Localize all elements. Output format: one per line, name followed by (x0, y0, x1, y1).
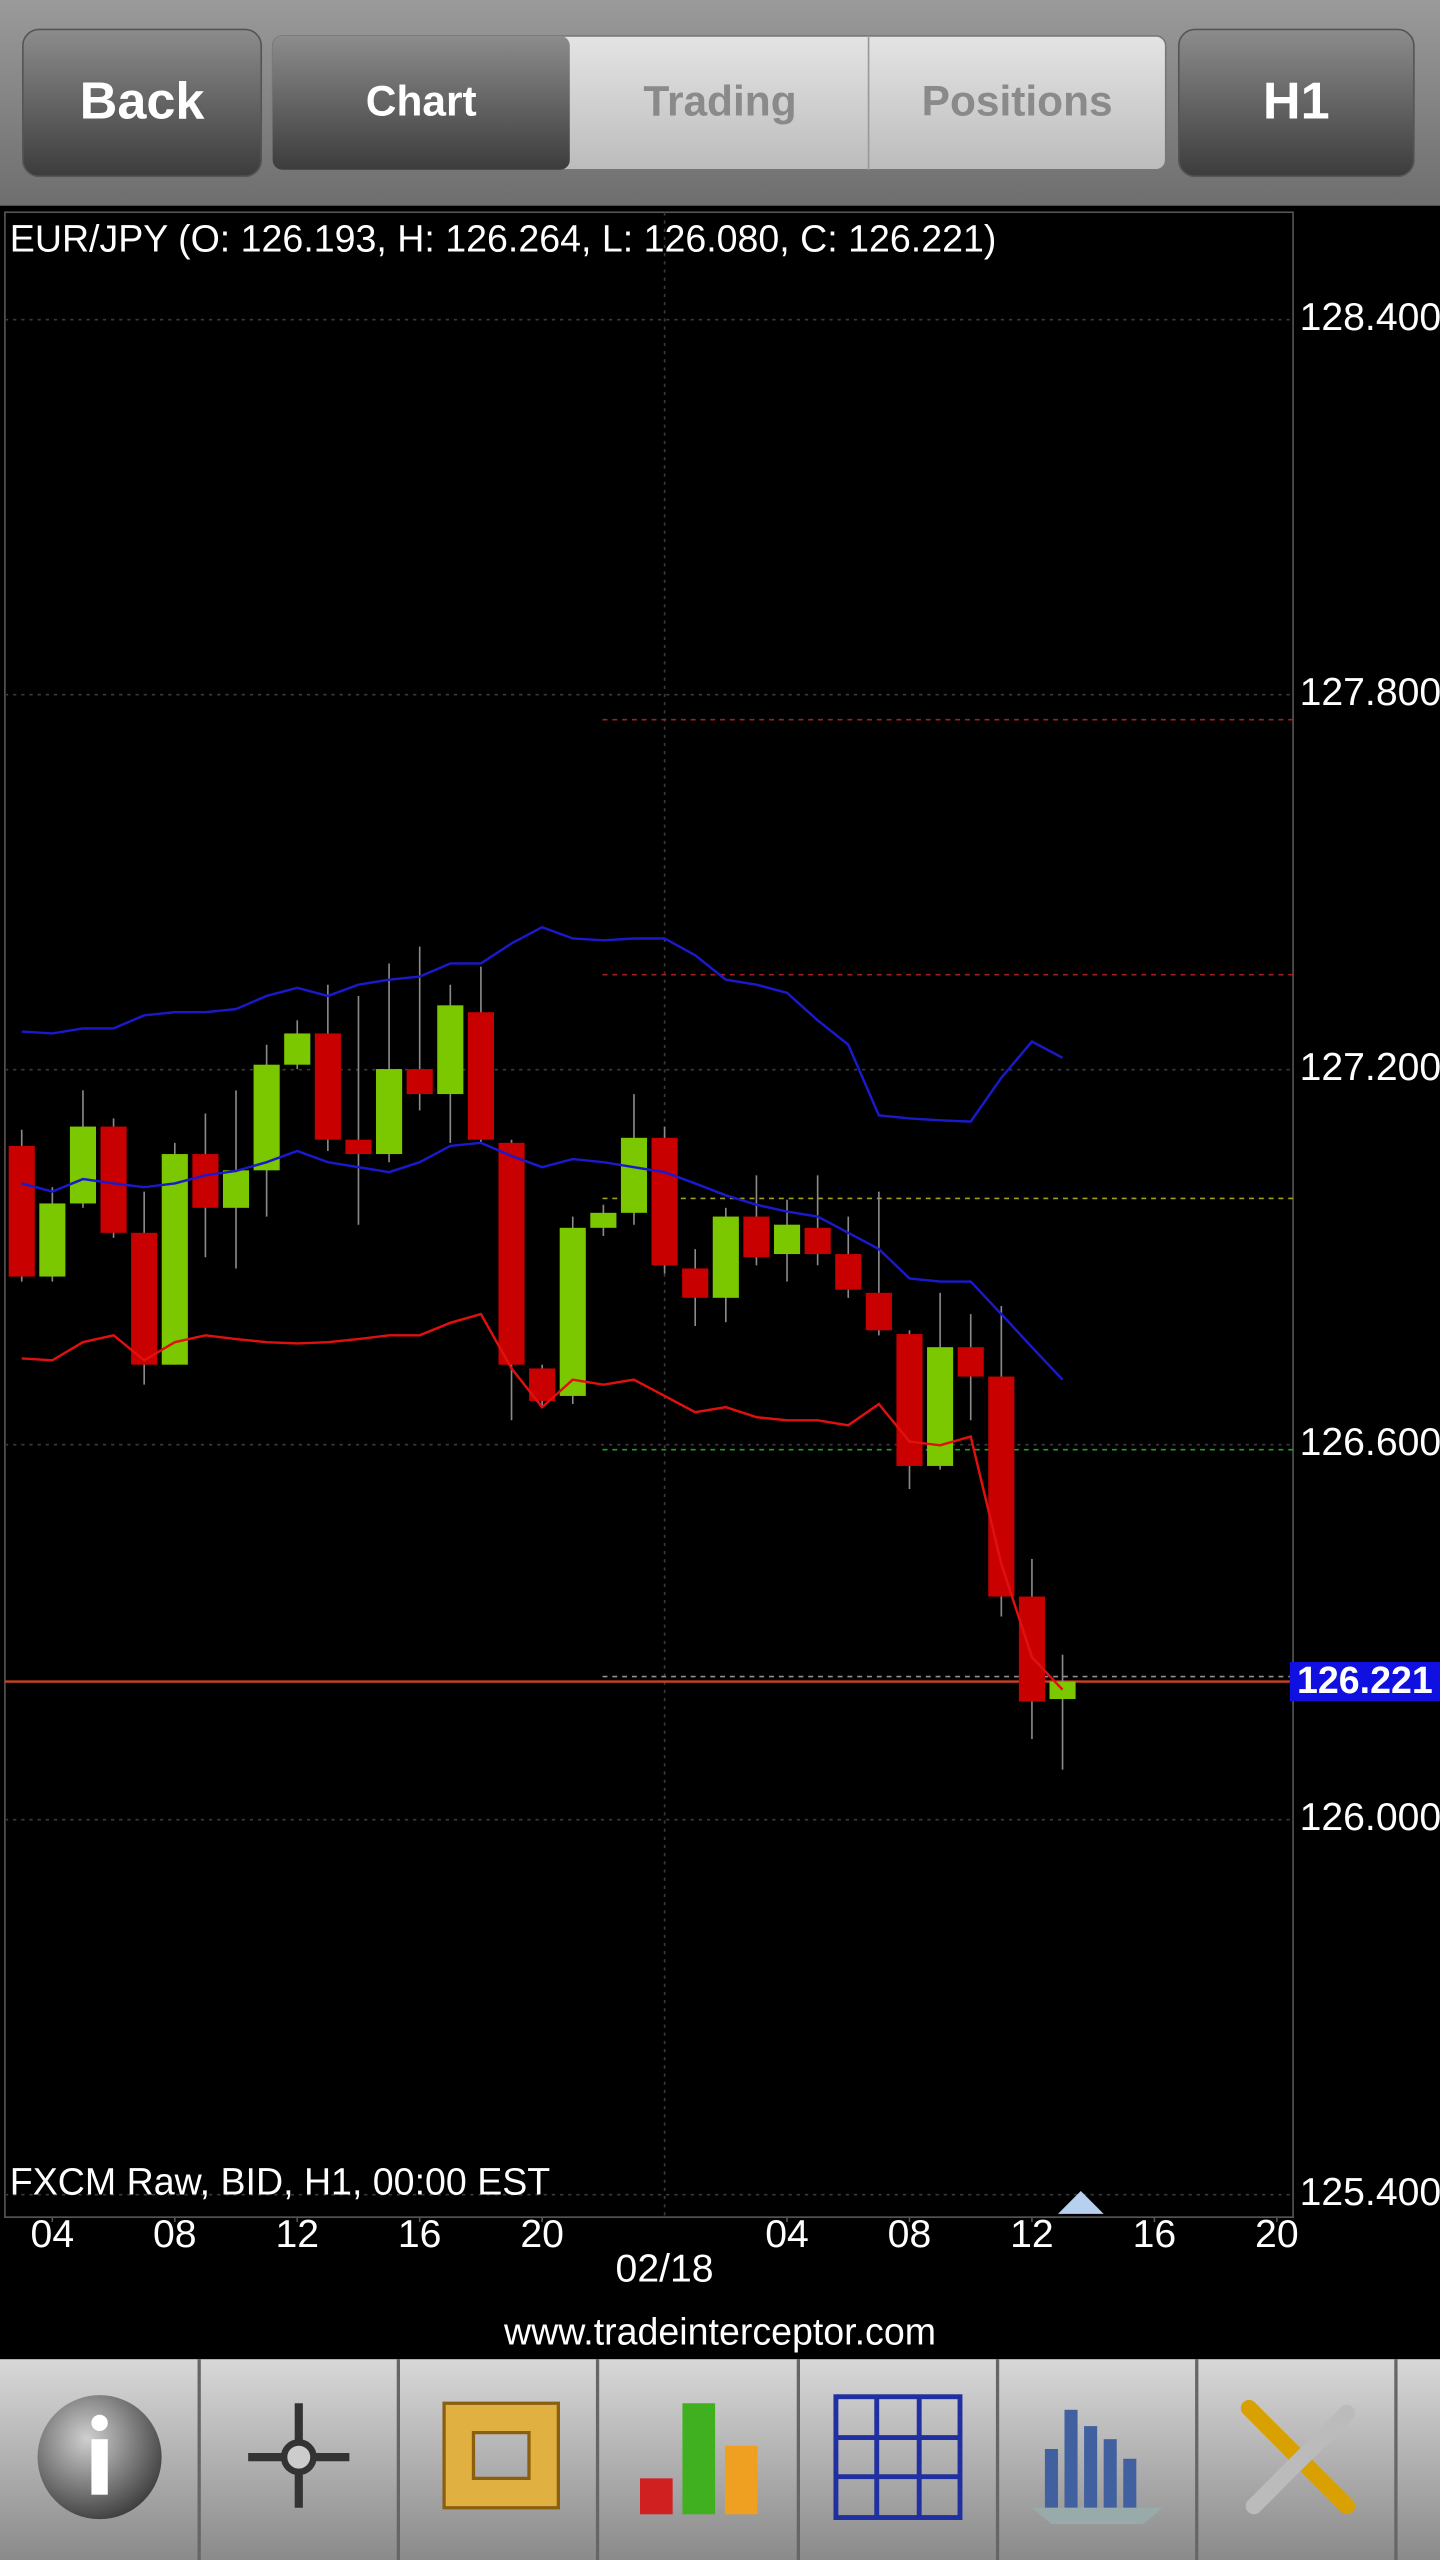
ruler-icon[interactable] (442, 2401, 560, 2510)
info-icon[interactable] (37, 2395, 162, 2520)
overlay-line (21, 1312, 1064, 1691)
positions-tab-label: Positions (922, 78, 1113, 125)
candle-body (253, 1064, 280, 1171)
candle-body (590, 1212, 617, 1228)
candle-body (865, 1292, 892, 1331)
overlay-line (21, 925, 1064, 1123)
current-price-label: 126.221 (1297, 1659, 1433, 1701)
indicator-icon[interactable] (640, 2403, 758, 2515)
x-tick-label: 08 (153, 2213, 197, 2256)
back-button[interactable] (22, 28, 263, 178)
candle-body (284, 1033, 311, 1065)
y-tick-label: 128.400 (1300, 296, 1440, 339)
x-tick-label: 04 (765, 2213, 809, 2256)
current-price-box (1289, 1661, 1440, 1702)
x-tick-label: 12 (275, 2213, 319, 2256)
candle-body (314, 1033, 341, 1140)
candle-body (222, 1170, 250, 1208)
y-tick-label: 127.200 (1300, 1046, 1440, 1089)
candle-body (406, 1069, 433, 1095)
x-tick-label: 12 (1010, 2213, 1054, 2256)
candle-body (498, 1142, 525, 1365)
candle-body (957, 1347, 984, 1377)
candle-body (376, 1069, 403, 1155)
candle-body (835, 1254, 862, 1290)
scroll-marker[interactable] (1057, 2191, 1104, 2214)
candle-body (161, 1154, 188, 1365)
settings-icon[interactable] (1240, 2400, 1356, 2515)
volume-icon[interactable] (1031, 2409, 1163, 2525)
bottom-toolbar (0, 2359, 1440, 2560)
candle-body (345, 1139, 372, 1155)
candle-body (651, 1137, 678, 1266)
candle-body (437, 1005, 464, 1095)
toolbar-dividers (197, 2359, 1398, 2560)
plot-area (4, 211, 1294, 2218)
candle-body (131, 1232, 158, 1365)
candle-body (682, 1268, 709, 1298)
x-tick-label: 20 (1255, 2213, 1299, 2256)
crosshair-icon[interactable] (248, 2403, 350, 2508)
timeframe-button[interactable] (1177, 28, 1415, 178)
y-tick-label: 125.400 (1300, 2171, 1440, 2214)
chart-tab[interactable] (272, 35, 570, 170)
candle-body (467, 1012, 494, 1140)
chart-title: EUR/JPY (O: 126.193, H: 126.264, L: 126.… (10, 218, 997, 260)
candle-body (1018, 1596, 1045, 1702)
x-tick-label: 04 (31, 2213, 75, 2256)
y-tick-label: 126.600 (1300, 1421, 1440, 1464)
candle-body (1049, 1681, 1076, 1700)
plot-layer (4, 212, 1294, 2218)
overlay-line (21, 1141, 1064, 1381)
candle-body (804, 1227, 831, 1255)
footer-url: www.tradeinterceptor.com (503, 2311, 936, 2353)
trading-tab-label: Trading (643, 78, 796, 125)
x-tick-label: 20 (520, 2213, 564, 2256)
date-label: 02/18 (616, 2247, 714, 2290)
candle-body (712, 1216, 739, 1298)
back-label: Back (80, 72, 206, 130)
candle-body (773, 1224, 801, 1255)
grid-icon[interactable] (833, 2394, 963, 2520)
candle-body (743, 1216, 770, 1258)
candle-body (39, 1203, 66, 1277)
candle-body (927, 1347, 954, 1466)
candle-body (896, 1334, 923, 1466)
candle-body (559, 1227, 586, 1396)
y-tick-label: 126.000 (1300, 1796, 1440, 1839)
source-label: FXCM Raw, BID, H1, 00:00 EST (10, 2160, 550, 2202)
candle-body (100, 1126, 127, 1233)
x-tick-label: 16 (398, 2213, 442, 2256)
candle-body (620, 1137, 648, 1213)
candle-body (192, 1154, 219, 1208)
candle-body (8, 1145, 35, 1277)
x-tick-label: 08 (888, 2213, 932, 2256)
x-tick-label: 16 (1133, 2213, 1177, 2256)
y-tick-label: 127.800 (1300, 671, 1440, 714)
timeframe-label: H1 (1263, 72, 1330, 130)
candle-body (69, 1126, 97, 1204)
chart-tab-label: Chart (366, 78, 477, 125)
